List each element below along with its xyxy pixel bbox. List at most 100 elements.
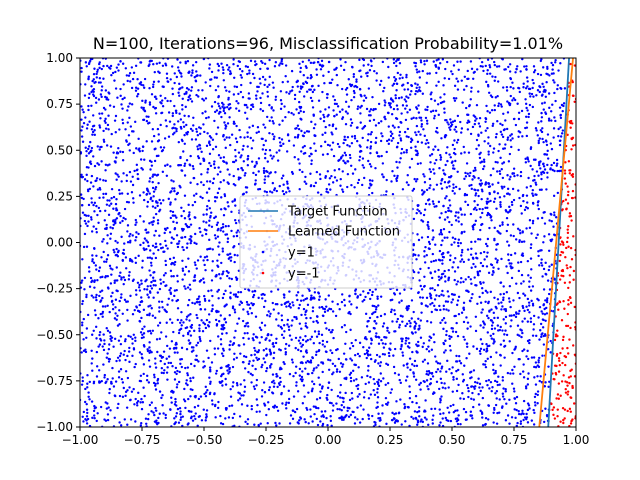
point-pos [556,191,560,195]
point-pos [173,81,176,85]
point-pos [331,409,335,412]
point-pos [428,242,432,246]
point-pos [503,333,506,336]
point-pos [231,385,234,388]
point-pos [283,105,286,108]
point-pos [206,167,210,171]
point-pos [95,365,99,368]
point-pos [332,154,336,158]
point-pos [491,321,495,324]
point-pos [419,296,422,299]
point-pos [391,132,394,136]
point-pos [109,232,113,235]
point-pos [315,366,318,369]
point-pos [156,324,160,327]
point-pos [208,299,211,302]
point-pos [442,294,445,297]
point-pos [491,273,494,276]
point-pos [420,236,424,239]
point-pos [414,331,417,334]
point-pos [181,269,185,272]
point-pos [95,76,98,79]
point-pos [318,63,322,67]
point-pos [189,223,193,226]
point-pos [514,315,518,319]
point-pos [144,280,147,283]
point-pos [287,397,291,401]
point-pos [259,422,262,425]
point-pos [90,90,93,94]
point-pos [311,306,315,309]
point-pos [494,75,497,79]
point-pos [405,148,408,152]
point-pos [200,419,204,422]
point-pos [503,397,506,401]
point-pos [344,154,348,157]
point-pos [408,396,412,400]
point-pos [440,273,444,276]
point-pos [355,80,358,83]
point-pos [531,105,535,109]
point-pos [481,167,485,171]
point-pos [451,266,454,269]
point-pos [117,402,120,406]
point-pos [228,116,231,119]
point-pos [344,342,347,345]
point-pos [86,374,89,377]
point-neg [569,265,572,269]
point-pos [350,303,353,306]
point-pos [205,213,208,216]
point-pos [110,295,113,298]
point-pos [237,176,241,179]
point-pos [485,314,489,318]
point-pos [439,397,442,401]
point-pos [296,85,299,88]
point-pos [265,369,268,373]
point-pos [536,204,540,207]
point-pos [175,288,178,292]
point-pos [540,333,543,336]
point-pos [178,94,181,97]
point-pos [428,203,431,206]
point-pos [493,327,497,330]
point-pos [156,379,159,382]
point-pos [106,64,109,68]
point-pos [309,96,313,100]
point-pos [405,135,408,138]
point-pos [319,177,322,181]
point-pos [364,295,367,299]
point-pos [120,103,123,106]
point-pos [491,124,494,128]
point-pos [371,290,374,294]
point-pos [185,90,188,94]
point-pos [349,357,352,360]
point-pos [408,390,412,394]
point-pos [351,397,354,400]
point-pos [238,67,242,71]
point-pos [222,323,225,327]
point-pos [486,344,489,348]
point-pos [468,174,471,178]
point-pos [541,354,544,357]
point-pos [254,179,257,182]
point-pos [476,203,479,207]
point-pos [331,300,334,303]
point-pos [151,223,154,226]
point-pos [321,385,324,388]
point-pos [188,283,192,286]
point-pos [232,293,236,296]
point-pos [161,149,165,152]
point-pos [91,260,94,263]
point-pos [191,203,194,207]
point-pos [319,145,323,148]
point-pos [383,104,387,107]
point-pos [237,178,241,181]
point-pos [318,396,322,400]
point-pos [157,416,160,420]
point-pos [526,408,530,412]
point-pos [403,406,406,410]
point-pos [504,309,508,313]
point-pos [119,296,123,299]
point-pos [191,165,195,168]
point-pos [166,378,169,381]
